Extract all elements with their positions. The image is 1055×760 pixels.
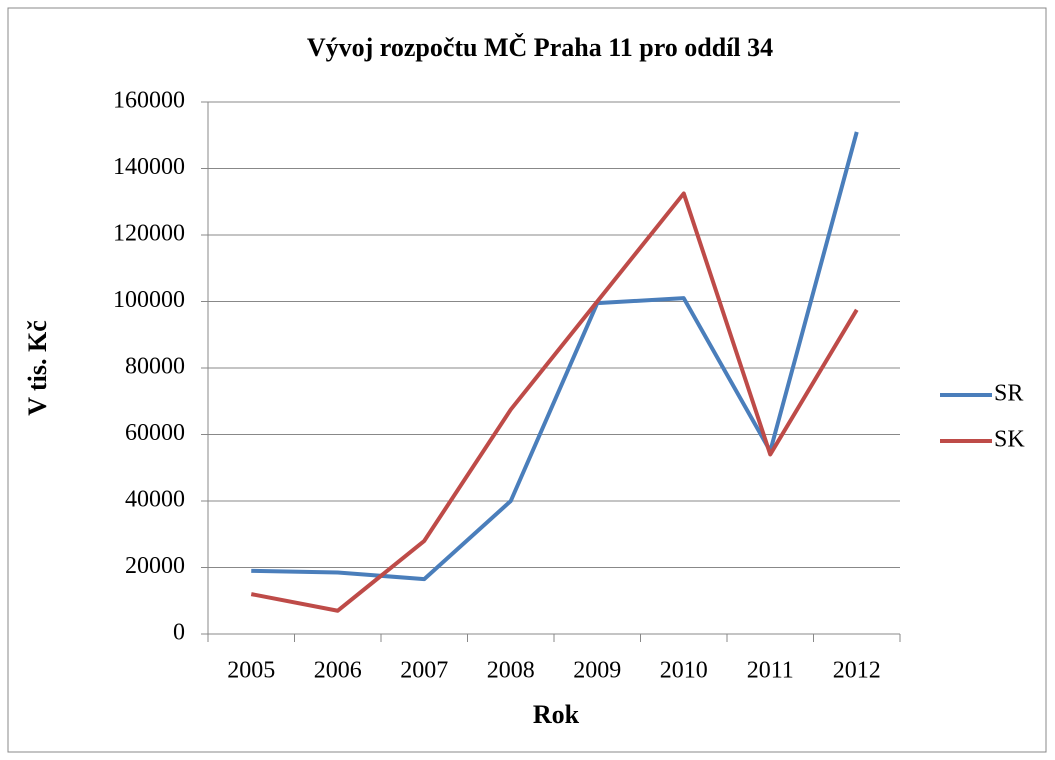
chart-title: Vývoj rozpočtu MČ Praha 11 pro oddíl 34 xyxy=(307,33,773,62)
chart-frame xyxy=(7,7,1047,753)
x-tick-label: 2009 xyxy=(573,658,621,684)
y-tick-label: 140000 xyxy=(113,154,185,180)
legend-label: SK xyxy=(994,427,1025,453)
y-tick-label: 0 xyxy=(173,620,185,646)
y-axis-label: V tis. Kč xyxy=(23,320,52,416)
legend-label: SR xyxy=(994,381,1023,407)
y-tick-label: 40000 xyxy=(125,487,185,513)
series-line xyxy=(250,191,859,613)
series-line xyxy=(251,131,859,582)
y-tick-label: 100000 xyxy=(113,287,185,313)
x-tick-label: 2010 xyxy=(660,658,708,684)
y-tick-label: 80000 xyxy=(125,354,185,380)
y-tick-label: 120000 xyxy=(113,221,185,247)
x-tick-label: 2005 xyxy=(227,658,275,684)
x-tick-label: 2006 xyxy=(314,658,362,684)
x-tick-label: 2007 xyxy=(400,658,448,684)
x-tick-label: 2011 xyxy=(747,658,794,684)
y-tick-label: 160000 xyxy=(113,88,185,114)
x-tick-label: 2012 xyxy=(833,658,881,684)
x-tick-label: 2008 xyxy=(487,658,535,684)
y-tick-label: 20000 xyxy=(125,553,185,579)
y-tick-label: 60000 xyxy=(125,420,185,446)
x-axis-label: Rok xyxy=(533,700,580,729)
